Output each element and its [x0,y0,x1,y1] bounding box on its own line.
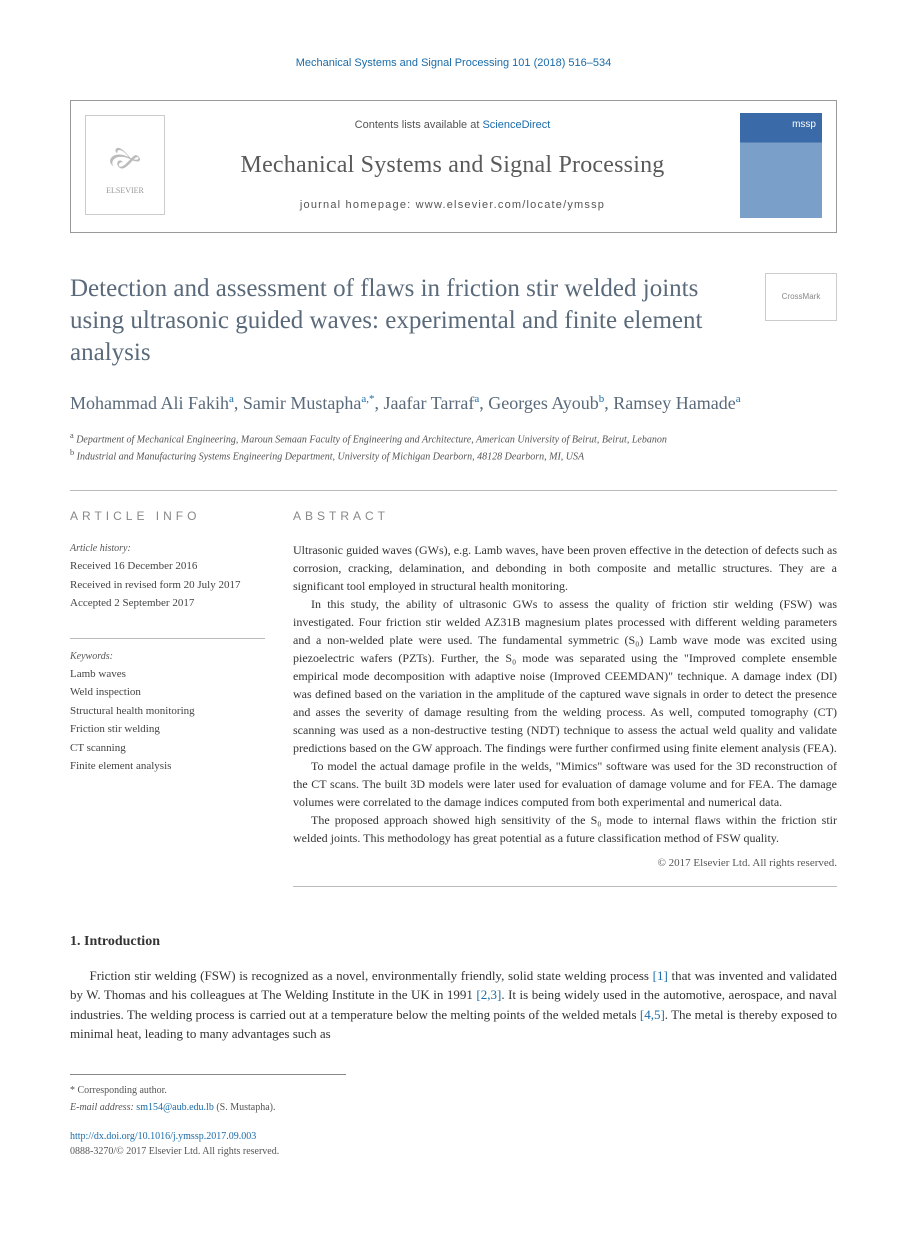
masthead: 🙚 ELSEVIER Contents lists available at S… [70,100,837,233]
crossmark-badge[interactable]: CrossMark [765,273,837,321]
contents-line: Contents lists available at ScienceDirec… [175,117,730,134]
keyword: Friction stir welding [70,721,265,738]
corresponding-email-link[interactable]: sm154@aub.edu.lb [136,1102,214,1113]
contents-prefix: Contents lists available at [355,119,483,131]
homepage-url[interactable]: www.elsevier.com/locate/ymssp [416,199,605,211]
masthead-center: Contents lists available at ScienceDirec… [165,117,740,214]
homepage-prefix: journal homepage: [300,199,416,211]
author-list: Mohammad Ali Fakiha, Samir Mustaphaa,*, … [70,391,837,416]
author: Mohammad Ali Fakiha [70,393,234,413]
footnotes: * Corresponding author. E-mail address: … [70,1074,346,1115]
email-row: E-mail address: sm154@aub.edu.lb (S. Mus… [70,1100,346,1115]
elsevier-logo: 🙚 ELSEVIER [85,115,165,215]
keyword: Weld inspection [70,684,265,701]
abstract-divider [293,886,837,887]
citation-link[interactable]: [2,3] [476,987,501,1002]
keyword: CT scanning [70,740,265,757]
email-person: (S. Mustapha). [214,1102,276,1113]
citation-link[interactable]: [4,5] [640,1007,665,1022]
footer-block: http://dx.doi.org/10.1016/j.ymssp.2017.0… [70,1129,837,1159]
journal-name: Mechanical Systems and Signal Processing [175,147,730,183]
email-label: E-mail address: [70,1102,136,1113]
issn-copyright: 0888-3270/© 2017 Elsevier Ltd. All right… [70,1144,837,1159]
body-paragraph: Friction stir welding (FSW) is recognize… [70,966,837,1044]
history-item: Received 16 December 2016 [70,558,265,575]
corresponding-author-note: * Corresponding author. [70,1083,346,1098]
abstract-head: ABSTRACT [293,507,837,525]
section-heading-intro: 1. Introduction [70,931,837,952]
keyword: Structural health monitoring [70,703,265,720]
article-info-head: ARTICLE INFO [70,507,265,525]
publisher-name: ELSEVIER [106,185,144,197]
keywords-block: Keywords: Lamb waves Weld inspection Str… [70,638,265,775]
affiliations: a Department of Mechanical Engineering, … [70,430,837,465]
author: Samir Mustaphaa,* [243,393,375,413]
history-item: Accepted 2 September 2017 [70,595,265,612]
keyword: Finite element analysis [70,758,265,775]
body-text: Friction stir welding (FSW) is recognize… [90,968,653,983]
author: Georges Ayoubb [488,393,604,413]
article-info-column: ARTICLE INFO Article history: Received 1… [70,507,265,887]
running-head: Mechanical Systems and Signal Processing… [70,55,837,72]
article-title: Detection and assessment of flaws in fri… [70,273,747,369]
author: Ramsey Hamadea [613,393,740,413]
elsevier-tree-icon: 🙚 [108,134,141,185]
citation-link[interactable]: [1] [653,968,668,983]
history-item: Received in revised form 20 July 2017 [70,577,265,594]
history-label: Article history: [70,541,265,556]
abstract-para: Ultrasonic guided waves (GWs), e.g. Lamb… [293,541,837,595]
abstract-para: The proposed approach showed high sensit… [293,811,837,847]
doi-link[interactable]: http://dx.doi.org/10.1016/j.ymssp.2017.0… [70,1131,256,1142]
abstract-para: In this study, the ability of ultrasonic… [293,595,837,757]
abstract-para: To model the actual damage profile in th… [293,757,837,811]
abstract-column: ABSTRACT Ultrasonic guided waves (GWs), … [293,507,837,887]
abstract-text: Ultrasonic guided waves (GWs), e.g. Lamb… [293,541,837,847]
keywords-label: Keywords: [70,649,265,664]
author: Jaafar Tarrafa [384,393,480,413]
affiliation: a Department of Mechanical Engineering, … [70,430,837,447]
homepage-line: journal homepage: www.elsevier.com/locat… [175,197,730,214]
keyword: Lamb waves [70,666,265,683]
journal-cover-thumb [740,113,822,218]
abstract-copyright: © 2017 Elsevier Ltd. All rights reserved… [293,855,837,872]
affiliation: b Industrial and Manufacturing Systems E… [70,447,837,464]
sciencedirect-link[interactable]: ScienceDirect [482,119,550,131]
